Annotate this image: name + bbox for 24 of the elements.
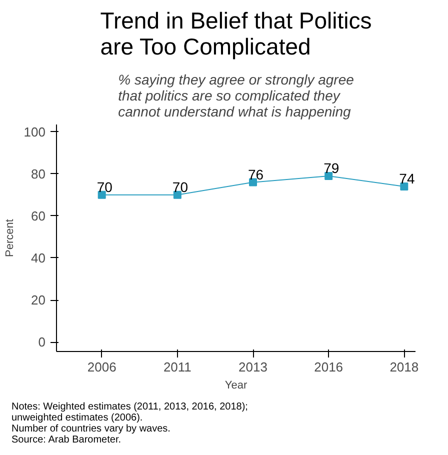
data-label: 70 — [172, 178, 188, 195]
y-tick-label: 0 — [38, 334, 46, 350]
x-tick-label: 2006 — [87, 360, 116, 374]
y-tick-label: 80 — [31, 166, 46, 182]
y-tick-label: 60 — [31, 208, 46, 224]
data-label: 70 — [96, 178, 113, 195]
y-tick-label: 40 — [31, 250, 46, 266]
y-axis-title: Percent — [4, 219, 16, 257]
chart-title: Trend in Belief that Politics are Too Complicated — [100, 8, 372, 60]
text: Notes: Weighted estimates (2011, 2013, 2016, 2018); — [12, 402, 248, 412]
y-tick-label: 100 — [24, 124, 46, 140]
text: Number of countries vary by waves. — [12, 424, 170, 434]
chart-subtitle: % saying they agree or strongly agree that politics are so complicated they cannot understand what is happening — [118, 72, 354, 120]
y-tick-label: 20 — [31, 292, 46, 308]
x-axis-title: Year — [224, 380, 248, 392]
source-note: Source: Arab Barometer. — [12, 434, 122, 446]
text: unweighted estimates (2006). — [12, 412, 143, 424]
data-label: 74 — [399, 170, 415, 187]
x-tick-label: 2013 — [238, 360, 268, 374]
x-tick-label: 2011 — [163, 360, 192, 374]
x-tick-label: 2016 — [314, 360, 344, 374]
data-label: 76 — [248, 166, 264, 182]
x-tick-label: 2018 — [390, 360, 419, 374]
data-label: 79 — [324, 160, 340, 176]
